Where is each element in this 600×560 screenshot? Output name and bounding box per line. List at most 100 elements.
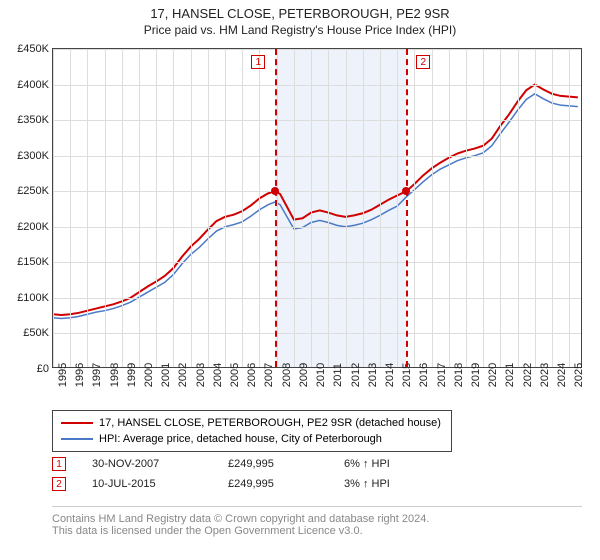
gridline-v	[483, 49, 484, 367]
x-axis-tick: 2017	[436, 363, 448, 387]
legend-swatch	[61, 422, 93, 424]
x-axis-tick: 2013	[367, 363, 379, 387]
marker-badge: 2	[52, 477, 66, 491]
x-axis-tick: 1996	[74, 363, 86, 387]
gridline-v	[294, 49, 295, 367]
gridline-h	[53, 298, 581, 299]
attribution-line1: Contains HM Land Registry data © Crown c…	[52, 513, 582, 525]
chart-title-address: 17, HANSEL CLOSE, PETERBOROUGH, PE2 9SR	[0, 6, 600, 21]
sale-marker-line	[406, 49, 408, 367]
x-axis-tick: 1995	[57, 363, 69, 387]
gridline-h	[53, 262, 581, 263]
chart-canvas	[53, 49, 583, 369]
x-axis-tick: 2005	[229, 363, 241, 387]
y-axis-tick: £150K	[5, 256, 49, 268]
gridline-v	[432, 49, 433, 367]
marker-badge: 1	[52, 457, 66, 471]
gridline-v	[552, 49, 553, 367]
x-axis-tick: 1999	[126, 363, 138, 387]
x-axis-tick: 2011	[332, 363, 344, 387]
marker-diff: 3% ↑ HPI	[344, 478, 390, 490]
x-axis-tick: 2012	[350, 363, 362, 387]
gridline-v	[70, 49, 71, 367]
gridline-v	[397, 49, 398, 367]
y-axis-tick: £300K	[5, 150, 49, 162]
gridline-v	[105, 49, 106, 367]
x-axis-tick: 2022	[522, 363, 534, 387]
x-axis-tick: 2006	[246, 363, 258, 387]
x-axis-tick: 2003	[195, 363, 207, 387]
x-axis-tick: 1997	[91, 363, 103, 387]
attribution-text: Contains HM Land Registry data © Crown c…	[52, 506, 582, 537]
legend-row: 17, HANSEL CLOSE, PETERBOROUGH, PE2 9SR …	[61, 415, 443, 431]
gridline-v	[225, 49, 226, 367]
gridline-v	[328, 49, 329, 367]
gridline-h	[53, 333, 581, 334]
x-axis-tick: 2025	[573, 363, 585, 387]
marker-table-row: 1 30-NOV-2007 £249,995 6% ↑ HPI	[52, 454, 390, 474]
x-axis-tick: 2021	[504, 363, 516, 387]
x-axis-tick: 1998	[109, 363, 121, 387]
sale-marker-line	[275, 49, 277, 367]
sale-dot	[271, 187, 279, 195]
gridline-v	[518, 49, 519, 367]
gridline-v	[173, 49, 174, 367]
chart-legend: 17, HANSEL CLOSE, PETERBOROUGH, PE2 9SR …	[52, 410, 452, 452]
x-axis-tick: 2024	[556, 363, 568, 387]
price-chart: £0£50K£100K£150K£200K£250K£300K£350K£400…	[52, 48, 582, 368]
gridline-v	[139, 49, 140, 367]
marker-table-row: 2 10-JUL-2015 £249,995 3% ↑ HPI	[52, 474, 390, 494]
gridline-h	[53, 156, 581, 157]
gridline-h	[53, 227, 581, 228]
y-axis-tick: £200K	[5, 221, 49, 233]
gridline-v	[191, 49, 192, 367]
marker-price: £249,995	[228, 458, 318, 470]
y-axis-tick: £450K	[5, 43, 49, 55]
gridline-v	[535, 49, 536, 367]
x-axis-tick: 2018	[453, 363, 465, 387]
legend-label: 17, HANSEL CLOSE, PETERBOROUGH, PE2 9SR …	[99, 417, 441, 429]
gridline-h	[53, 49, 581, 50]
y-axis-tick: £250K	[5, 185, 49, 197]
gridline-v	[363, 49, 364, 367]
sale-marker-badge: 2	[416, 55, 430, 69]
gridline-v	[156, 49, 157, 367]
gridline-h	[53, 120, 581, 121]
x-axis-tick: 2019	[470, 363, 482, 387]
attribution-line2: This data is licensed under the Open Gov…	[52, 525, 582, 537]
x-axis-tick: 2008	[281, 363, 293, 387]
y-axis-tick: £400K	[5, 79, 49, 91]
marker-diff: 6% ↑ HPI	[344, 458, 390, 470]
gridline-v	[500, 49, 501, 367]
gridline-v	[259, 49, 260, 367]
x-axis-tick: 2023	[539, 363, 551, 387]
sale-dot	[402, 187, 410, 195]
gridline-v	[414, 49, 415, 367]
marker-price: £249,995	[228, 478, 318, 490]
x-axis-tick: 2009	[298, 363, 310, 387]
gridline-v	[449, 49, 450, 367]
y-axis-tick: £350K	[5, 114, 49, 126]
gridline-v	[53, 49, 54, 367]
legend-swatch	[61, 438, 93, 440]
legend-label: HPI: Average price, detached house, City…	[99, 433, 382, 445]
gridline-v	[380, 49, 381, 367]
y-axis-tick: £50K	[5, 327, 49, 339]
series-subject	[53, 85, 578, 315]
x-axis-tick: 2020	[487, 363, 499, 387]
marker-date: 30-NOV-2007	[92, 458, 202, 470]
x-axis-tick: 2002	[177, 363, 189, 387]
x-axis-tick: 2001	[160, 363, 172, 387]
legend-row: HPI: Average price, detached house, City…	[61, 431, 443, 447]
gridline-v	[87, 49, 88, 367]
y-axis-tick: £100K	[5, 292, 49, 304]
gridline-h	[53, 191, 581, 192]
gridline-v	[569, 49, 570, 367]
gridline-v	[346, 49, 347, 367]
x-axis-tick: 2010	[315, 363, 327, 387]
gridline-v	[242, 49, 243, 367]
x-axis-tick: 2007	[263, 363, 275, 387]
chart-subtitle: Price paid vs. HM Land Registry's House …	[0, 23, 600, 37]
x-axis-tick: 2004	[212, 363, 224, 387]
marker-date: 10-JUL-2015	[92, 478, 202, 490]
